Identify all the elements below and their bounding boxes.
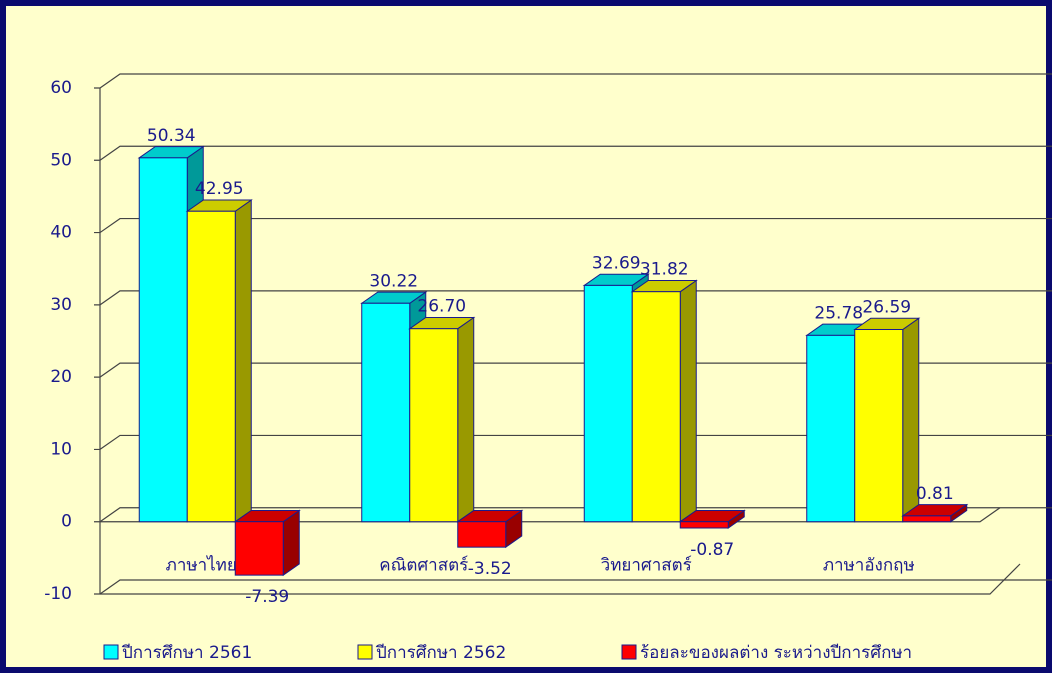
y-tick-label: 40 — [50, 223, 72, 243]
bar — [901, 503, 969, 523]
x-tick-label: ภาษาไทย — [166, 555, 237, 576]
y-tick-label: 60 — [50, 78, 72, 98]
bar — [185, 199, 253, 523]
data-label: -7.39 — [245, 587, 289, 607]
bar — [233, 509, 301, 577]
bar-front — [806, 334, 856, 523]
x-tick-label: คณิตศาสตร์ — [379, 556, 468, 576]
data-label: 50.34 — [147, 126, 196, 146]
grid-line — [94, 73, 1052, 89]
grid-line — [94, 217, 1052, 234]
bar-front — [138, 157, 188, 523]
bar-front — [679, 521, 729, 529]
bar-front — [583, 284, 633, 523]
bar-front — [631, 291, 681, 523]
bar-front — [902, 515, 952, 523]
bar — [630, 279, 698, 523]
bar-side — [234, 199, 252, 523]
x-tick-label: ภาษาอังกฤษ — [823, 556, 915, 576]
data-label: 30.22 — [369, 271, 418, 291]
x-tick-label: วิทยาศาสตร์ — [600, 556, 692, 576]
y-tick-label: -10 — [44, 584, 72, 604]
data-label: -0.87 — [690, 540, 734, 560]
y-tick-label: 30 — [50, 295, 72, 315]
data-label: 0.81 — [916, 484, 954, 504]
bar-side — [457, 316, 475, 523]
data-label: 25.78 — [814, 303, 863, 323]
data-label: 32.69 — [592, 253, 641, 273]
legend-label: ปีการศึกษา 2562 — [375, 643, 506, 663]
data-label: 42.95 — [195, 179, 244, 199]
legend-swatch — [103, 644, 119, 660]
data-label: 26.59 — [862, 298, 911, 318]
bar-front — [186, 210, 236, 523]
bar — [456, 509, 524, 549]
data-label: -3.52 — [468, 559, 512, 579]
legend-label: ร้อยละของผลต่าง ระหว่างปีการศึกษา — [640, 643, 912, 663]
y-tick-label: 10 — [50, 439, 72, 459]
grid-line — [94, 579, 1052, 595]
floor-bottom — [100, 563, 1021, 595]
bar — [678, 509, 746, 529]
legend-label: ปีการศึกษา 2561 — [121, 643, 252, 663]
bar-front — [234, 521, 284, 576]
data-label: 26.70 — [417, 297, 466, 317]
bar — [853, 317, 921, 523]
bar-front — [361, 302, 411, 523]
legend-swatch — [357, 644, 373, 660]
bar-front — [854, 329, 904, 523]
bar — [408, 316, 476, 523]
y-tick-label: 20 — [50, 367, 72, 387]
y-tick-label: 50 — [50, 150, 72, 170]
legend-swatch — [621, 644, 637, 660]
bar-front — [457, 521, 507, 548]
grid-line — [94, 145, 1052, 161]
y-tick-label: 0 — [61, 512, 72, 532]
bar-side — [679, 279, 697, 523]
data-label: 31.82 — [640, 260, 689, 280]
bar-front — [409, 328, 459, 523]
